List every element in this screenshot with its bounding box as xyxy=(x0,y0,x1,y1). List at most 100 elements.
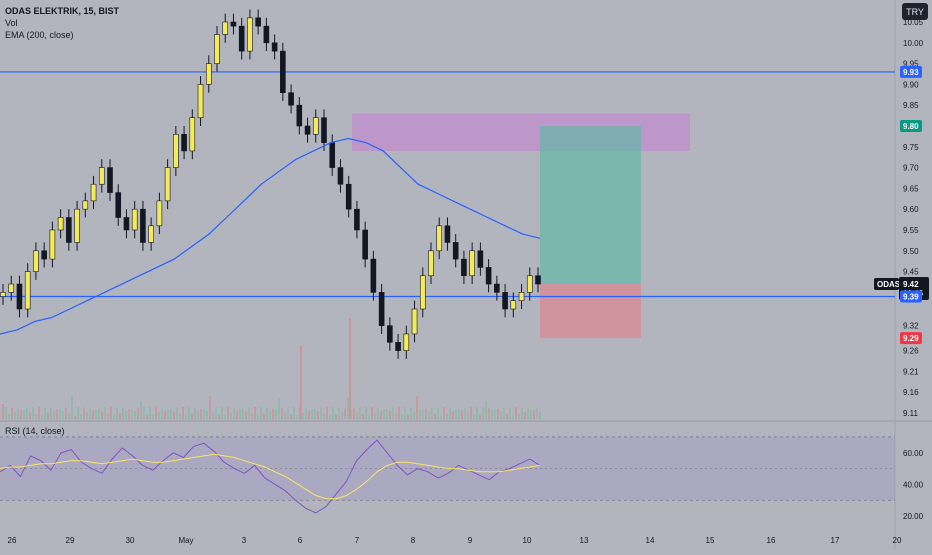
time-tick-label: 17 xyxy=(831,536,840,545)
candle xyxy=(288,92,294,106)
candle xyxy=(354,208,360,231)
currency-button[interactable]: TRY xyxy=(902,3,928,20)
volume-bar xyxy=(14,411,16,419)
volume-bar xyxy=(275,409,277,419)
price-tick-label: 10.05 xyxy=(903,18,924,27)
candle xyxy=(518,292,525,301)
price-tick-label: 10.00 xyxy=(903,39,924,48)
volume-bar xyxy=(47,412,49,419)
volume-bar xyxy=(272,408,274,419)
volume-bar xyxy=(215,407,217,419)
candle xyxy=(378,292,385,326)
legend-ema: EMA (200, close) xyxy=(5,30,74,40)
volume-bar xyxy=(269,411,271,419)
volume-bar xyxy=(182,407,184,419)
volume-bar xyxy=(314,409,316,419)
price-tick-label: 9.21 xyxy=(903,367,919,376)
volume-bar xyxy=(161,408,163,419)
volume-bar xyxy=(86,411,88,419)
volume-bar xyxy=(134,410,136,419)
price-tick-label: 9.32 xyxy=(903,322,919,331)
volume-bar xyxy=(305,408,307,419)
volume-bar xyxy=(263,413,265,419)
candle xyxy=(526,275,533,293)
candle xyxy=(452,242,459,260)
volume-bar xyxy=(188,407,190,419)
price-tick-label: 9.16 xyxy=(903,388,919,397)
volume-bar xyxy=(500,411,502,419)
volume-bar xyxy=(53,410,55,419)
volume-bar xyxy=(242,408,244,419)
candle xyxy=(8,283,15,293)
price-tick-label: 9.90 xyxy=(903,80,919,89)
candle xyxy=(271,42,278,52)
volume-bar xyxy=(356,411,358,419)
time-tick-label: 13 xyxy=(580,536,589,545)
price-label: 9.42 xyxy=(903,280,919,289)
volume-bar xyxy=(509,407,511,419)
volume-bar xyxy=(260,407,262,419)
volume-bar xyxy=(140,401,142,419)
volume-bar xyxy=(212,412,214,419)
volume-bar xyxy=(278,398,280,419)
candle xyxy=(181,134,187,152)
volume-bar xyxy=(296,415,298,419)
volume-bar xyxy=(470,407,472,419)
volume-bar xyxy=(80,414,82,419)
volume-bar xyxy=(473,414,475,419)
candle xyxy=(321,117,327,143)
rsi-tick-label: 60.00 xyxy=(903,449,924,458)
time-axis: 26 29 30 May 3 6 7 8 9 10 13 14 15 16 17 20 xyxy=(8,536,902,545)
volume-bar xyxy=(284,412,286,419)
volume-bar xyxy=(62,411,64,419)
candle xyxy=(24,271,31,310)
volume-bar xyxy=(209,396,211,419)
volume-bar xyxy=(194,407,196,419)
ema-line xyxy=(0,137,541,335)
volume-bar xyxy=(125,411,127,419)
candle xyxy=(461,258,467,277)
volume-bar xyxy=(461,410,463,419)
candle xyxy=(362,229,368,260)
volume-bar xyxy=(44,407,46,419)
volume-bar xyxy=(35,414,37,419)
time-tick-label: May xyxy=(178,536,193,545)
volume-bar xyxy=(137,407,139,419)
price-tick-label: 9.11 xyxy=(903,409,919,418)
rsi-tick-label: 20.00 xyxy=(903,512,924,521)
volume-bar xyxy=(146,415,148,419)
legend-vol: Vol xyxy=(5,18,18,28)
volume-bar xyxy=(68,413,70,419)
price-tick-label: 9.75 xyxy=(903,143,919,152)
volume-bar xyxy=(332,407,334,419)
volume-bar xyxy=(353,408,355,419)
time-tick-label: 26 xyxy=(8,536,17,545)
volume-bar xyxy=(485,400,487,419)
candle xyxy=(304,125,311,135)
volume-bar xyxy=(5,407,7,419)
volume-bar xyxy=(221,407,223,419)
volume-bar xyxy=(368,415,370,419)
volume-bar xyxy=(281,408,283,419)
volume-bar xyxy=(164,410,166,419)
volume-bar xyxy=(155,407,157,419)
price-label: ODAS xyxy=(877,280,901,289)
volume-bar xyxy=(17,408,19,419)
candle xyxy=(436,225,443,252)
volume-bar xyxy=(92,409,94,419)
volume-bar xyxy=(437,407,439,419)
volume-bar xyxy=(38,407,40,419)
volume-bar xyxy=(398,407,400,419)
volume-bar xyxy=(32,407,34,419)
volume-bar xyxy=(317,411,319,419)
stop-zone xyxy=(540,284,641,339)
time-tick-label: 29 xyxy=(66,536,75,545)
candle xyxy=(66,217,72,243)
volume-bar xyxy=(455,408,457,419)
volume-bar xyxy=(254,407,256,419)
candle xyxy=(230,21,237,27)
candle xyxy=(82,200,89,210)
time-tick-label: 20 xyxy=(893,536,902,545)
